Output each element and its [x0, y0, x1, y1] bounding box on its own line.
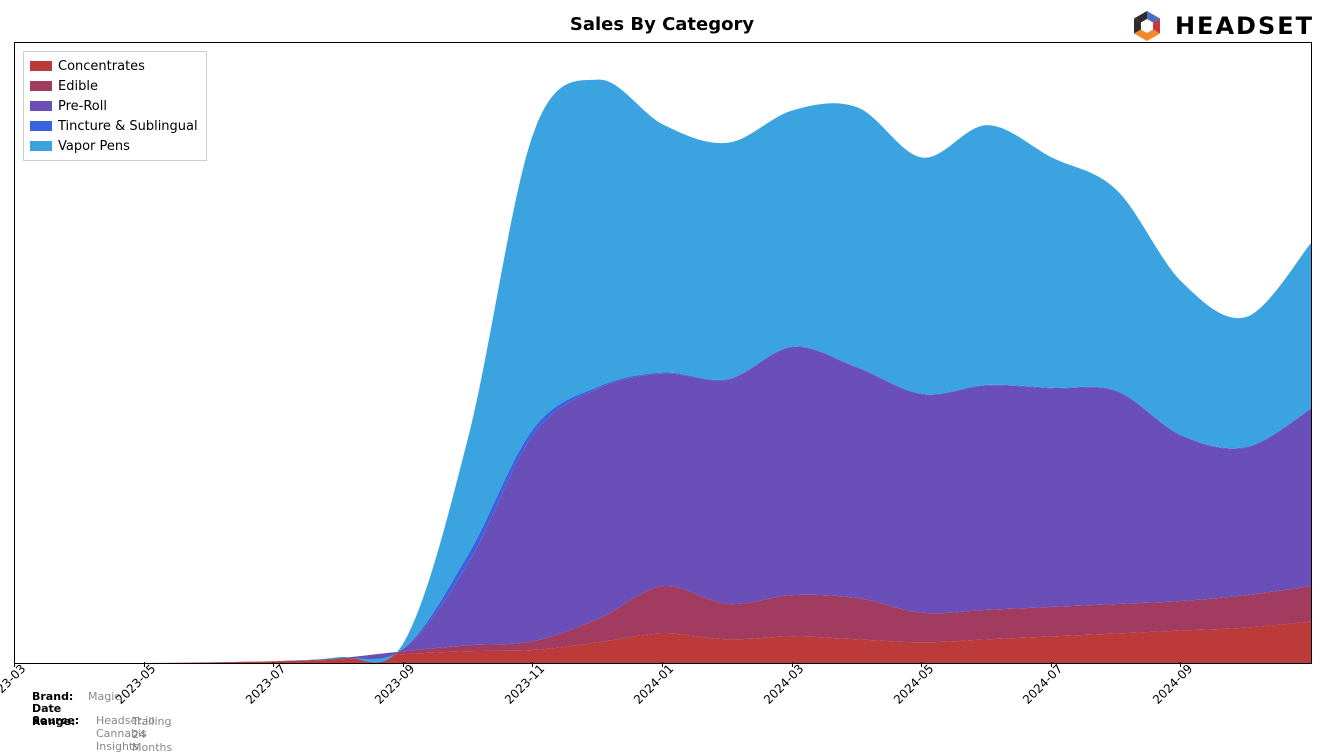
legend-label: Vapor Pens: [58, 139, 130, 154]
x-tick-label: 2023-03: [0, 661, 29, 706]
headset-logo-text: HEADSET: [1175, 12, 1314, 40]
headset-logo-icon: [1127, 6, 1167, 46]
chart-title: Sales By Category: [0, 14, 1324, 35]
x-tick-label: 2024-09: [1150, 661, 1195, 706]
legend-item: Edible: [30, 76, 198, 96]
x-tick-label: 2024-03: [761, 661, 806, 706]
legend-label: Edible: [58, 79, 98, 94]
legend-item: Vapor Pens: [30, 136, 198, 156]
legend-swatch: [30, 121, 52, 131]
headset-logo: HEADSET: [1127, 6, 1314, 46]
legend-label: Pre-Roll: [58, 99, 107, 114]
meta-label: Source:: [32, 714, 79, 727]
legend-item: Tincture & Sublingual: [30, 116, 198, 136]
x-tick-label: 2024-05: [891, 661, 936, 706]
meta-row: Source: Headset.io Cannabis Insights: [32, 714, 79, 727]
chart-plot-area: Concentrates Edible Pre-Roll Tincture & Sub…: [14, 42, 1312, 664]
chart-legend: Concentrates Edible Pre-Roll Tincture & Sub…: [23, 51, 207, 161]
x-tick-label: 2023-07: [243, 661, 288, 706]
legend-swatch: [30, 101, 52, 111]
meta-value: Headset.io Cannabis Insights: [96, 714, 155, 753]
x-tick-label: 2023-11: [502, 661, 547, 706]
chart-svg: [15, 43, 1311, 663]
legend-item: Concentrates: [30, 56, 198, 76]
x-tick-label: 2024-01: [631, 661, 676, 706]
legend-label: Tincture & Sublingual: [58, 119, 198, 134]
legend-swatch: [30, 61, 52, 71]
x-tick-label: 2024-07: [1020, 661, 1065, 706]
legend-label: Concentrates: [58, 59, 145, 74]
legend-swatch: [30, 141, 52, 151]
x-tick-label: 2023-09: [372, 661, 417, 706]
meta-value: Magic: [88, 690, 120, 703]
legend-item: Pre-Roll: [30, 96, 198, 116]
legend-swatch: [30, 81, 52, 91]
